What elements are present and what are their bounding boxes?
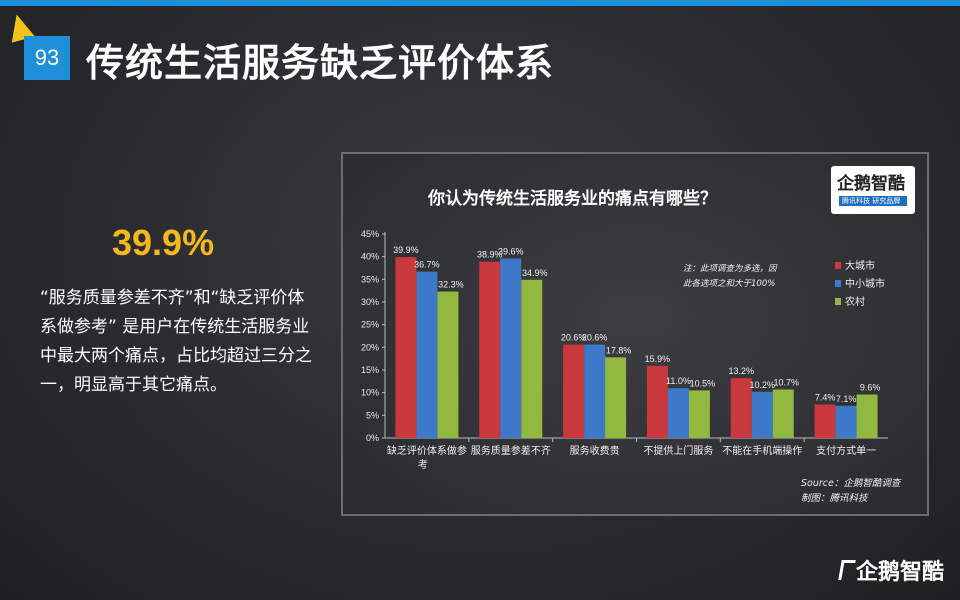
page-number: 93 <box>34 45 60 70</box>
footer-logo: 企鹅智酷 <box>838 554 944 586</box>
bar <box>667 388 689 438</box>
x-tick-label: 不能在手机端操作 <box>722 444 802 457</box>
bar-value-label: 20.6% <box>561 333 587 343</box>
bar <box>437 291 459 438</box>
chart-logo: 企鹅智酷 腾讯科技 研究品牌 <box>831 166 915 214</box>
x-tick-label: 不提供上门服务 <box>643 444 713 457</box>
y-tick-label: 45% <box>361 229 379 239</box>
chart-source-line: Source：企鹅智酷调查 <box>801 477 902 489</box>
legend-label: 农村 <box>845 295 865 308</box>
x-tick-label: 服务质量参差不齐 <box>471 444 551 457</box>
y-tick-label: 40% <box>361 252 379 262</box>
y-tick-label: 35% <box>361 274 379 284</box>
bar <box>479 261 501 438</box>
highlight-description: “服务质量参差不齐”和“缺乏评价体系做参考” 是用户在传统生活服务业中最大两个痛… <box>40 288 312 395</box>
x-tick-label-cont: 考 <box>418 459 428 471</box>
bar-value-label: 17.8% <box>606 345 632 355</box>
bar-value-label: 20.6% <box>582 333 608 343</box>
top-accent-bar <box>0 0 960 6</box>
x-tick-label: 缺乏评价体系做参 <box>387 444 467 457</box>
bar <box>646 365 668 438</box>
page-title: 传统生活服务缺乏评价体系 <box>86 41 555 85</box>
x-tick-label: 支付方式单一 <box>816 444 876 457</box>
bar-value-label: 10.7% <box>773 377 799 387</box>
bar-value-label: 13.2% <box>728 366 754 376</box>
bar <box>835 405 857 438</box>
bar <box>416 271 438 438</box>
bar <box>563 344 585 438</box>
bar-value-label: 9.6% <box>860 382 881 392</box>
chart-title: 你认为传统生活服务业的痛点有哪些？ <box>428 189 717 209</box>
legend-swatch <box>835 262 841 269</box>
bar <box>500 258 522 438</box>
y-tick-label: 30% <box>361 297 379 307</box>
bar <box>395 257 417 438</box>
bar-value-label: 39.6% <box>498 246 524 256</box>
y-tick-label: 10% <box>361 388 379 398</box>
y-tick-label: 0% <box>366 433 379 443</box>
bar-value-label: 38.9% <box>477 250 503 260</box>
bar-chart: 0% 5% 10% 15% 20% 25% 30% 35% 40% 45% 39.9% 36.7% 32… <box>361 229 902 504</box>
y-tick-label: 25% <box>361 320 379 330</box>
bar <box>730 378 752 438</box>
y-tick-label: 20% <box>361 342 379 352</box>
bar-value-label: 7.4% <box>815 392 836 402</box>
legend-swatch <box>835 280 841 287</box>
bar-value-label: 7.1% <box>836 394 857 404</box>
legend-swatch <box>835 298 841 305</box>
y-tick-label: 15% <box>361 365 379 375</box>
bar-value-label: 34.9% <box>522 268 548 278</box>
highlight-stat: 39.9% <box>112 222 215 263</box>
bar <box>772 389 794 438</box>
bar <box>751 391 773 438</box>
chart-note-line: 此各选项之和大于100% <box>683 278 775 289</box>
bar-value-label: 10.5% <box>690 378 716 388</box>
bar <box>605 357 627 438</box>
bar-value-label: 10.2% <box>749 380 775 390</box>
bar-value-label: 15.9% <box>645 354 671 364</box>
bar-value-label: 39.9% <box>393 245 419 255</box>
y-tick-label: 5% <box>366 410 379 420</box>
bar <box>688 390 710 438</box>
footer-logo-text: 企鹅智酷 <box>855 560 944 585</box>
legend-label: 大城市 <box>845 259 875 272</box>
bar-value-label: 32.3% <box>438 280 464 290</box>
bar <box>584 344 606 438</box>
chart-logo-name: 企鹅智酷 <box>837 174 905 194</box>
bar-value-label: 11.0% <box>666 376 691 386</box>
penguin-logo-icon <box>838 560 856 580</box>
bar <box>814 404 836 438</box>
page-number-badge: 93 <box>24 36 70 80</box>
chart-logo-sub: 腾讯科技 研究品牌 <box>839 196 907 206</box>
bar-value-label: 36.7% <box>414 260 440 270</box>
x-tick-label: 服务收费贵 <box>570 444 620 457</box>
legend-label: 中小城市 <box>845 277 885 290</box>
bar <box>856 394 878 438</box>
bar <box>521 279 543 438</box>
chart-note-line: 注：此项调查为多选，因 <box>683 263 778 274</box>
chart-panel: 你认为传统生活服务业的痛点有哪些？ 企鹅智酷 腾讯科技 研究品牌 0% 5% 10%… <box>341 152 929 516</box>
chart-source-line: 制图：腾讯科技 <box>801 493 869 504</box>
